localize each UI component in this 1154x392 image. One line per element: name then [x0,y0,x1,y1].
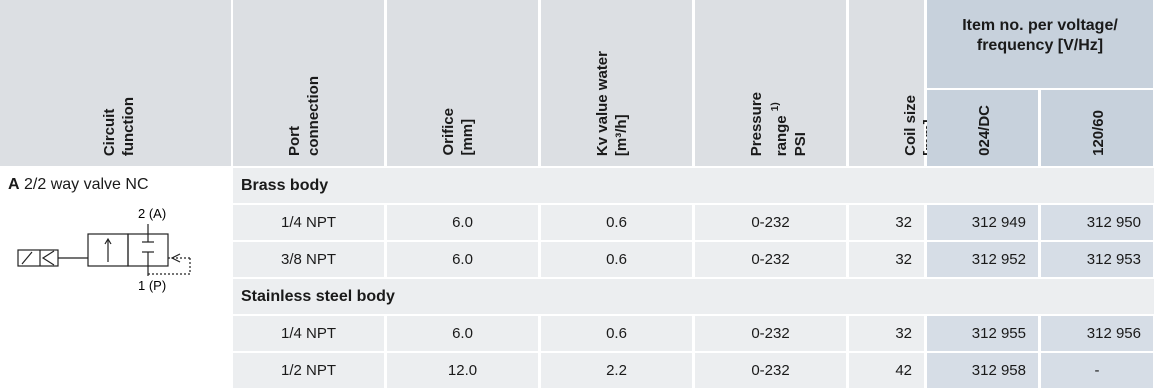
data-cell: 312 952 [927,242,1038,277]
header-cell: Orifice [mm] [387,0,538,166]
data-cell: 1/4 NPT [233,316,384,351]
header-line: connection [305,75,322,156]
header-line: function [120,96,137,156]
voltage-line: 024/DC [976,105,993,156]
port-label: 1 (P) [138,278,166,293]
data-cell: 1/2 NPT [233,353,384,388]
item-header-line: frequency [V/Hz] [976,37,1104,54]
data-cell: 312 958 [927,353,1038,388]
data-cell: 3/8 NPT [233,242,384,277]
data-cell: 0.6 [541,242,692,277]
voltage-cell: 120/60 [1041,90,1153,166]
data-cell: 0.6 [541,205,692,240]
data-cell: 42 [849,353,924,388]
data-cell: 6.0 [387,316,538,351]
header-line: PSI [792,131,809,156]
header-line: Orifice [440,108,457,156]
header-line: Kv value water [594,50,611,156]
data-cell: 312 955 [927,316,1038,351]
header-cell: Coil size[mm] [849,0,938,166]
header-line: Port [286,126,303,156]
header-label: Circuit function [100,97,138,156]
voltage-label: 120/60 [1089,110,1108,156]
data-cell: 6.0 [387,205,538,240]
data-cell: 0.6 [541,316,692,351]
circuit-title: A 2/2 way valve NC [0,168,230,202]
circuit-cell: A 2/2 way valve NC 2 (A) 1 (P) [0,168,230,390]
valve-symbol: 2 (A) 1 (P) [17,206,191,293]
header-line: Pressure [748,91,765,156]
header-label: Orifice [mm] [439,108,477,156]
header-label: Kv value water [m³/h] [593,51,631,156]
section-header: Brass body [233,168,1154,203]
circuit-letter: A [8,176,20,193]
header-line: [m³/h] [613,114,630,156]
data-cell: 0-232 [695,242,846,277]
data-cell: 312 956 [1041,316,1153,351]
header-label: Pressure range 1) PSI [747,92,810,156]
header-cell: Port connection [233,0,384,166]
data-cell: 1/4 NPT [233,205,384,240]
data-cell: 12.0 [387,353,538,388]
data-cell: 0-232 [695,316,846,351]
data-cell: 32 [849,205,924,240]
data-cell: 312 950 [1041,205,1153,240]
data-cell: 32 [849,242,924,277]
data-cell: - [1041,353,1153,388]
section-header: Stainless steel body [233,279,1154,314]
circuit-text: 2/2 way valve NC [24,176,149,193]
header-cell: Pressure range 1) PSI [695,0,846,166]
data-cell: 0-232 [695,205,846,240]
port-label: 2 (A) [138,206,166,221]
header-line: Coil size [902,95,919,156]
data-cell: 2.2 [541,353,692,388]
voltage-label: 024/DC [975,105,994,156]
voltage-line: 120/60 [1090,110,1107,156]
header-line: range 1) [770,102,790,156]
header-line: [mm] [459,119,476,156]
item-header: Item no. per voltage/frequency [V/Hz] [927,0,1153,88]
header-line: Circuit [101,108,118,156]
data-cell: 32 [849,316,924,351]
data-cell: 312 953 [1041,242,1153,277]
footnote: 1) [770,102,781,111]
header-cell: Kv value water [m³/h] [541,0,692,166]
voltage-cell: 024/DC [927,90,1038,166]
data-cell: 0-232 [695,353,846,388]
header-cell: Circuit function [0,0,231,166]
item-header-line: Item no. per voltage/ [962,17,1118,34]
data-cell: 312 949 [927,205,1038,240]
data-cell: 6.0 [387,242,538,277]
header-label: Port connection [285,76,323,156]
